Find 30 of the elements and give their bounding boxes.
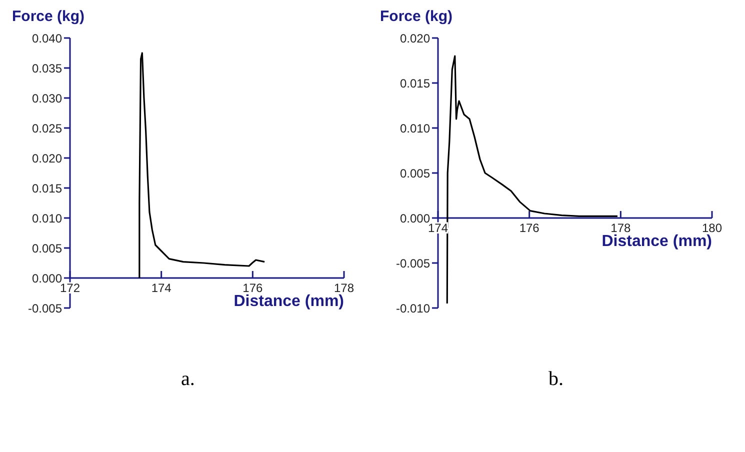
y-tick-label: -0.005 xyxy=(396,256,430,270)
text: b. xyxy=(548,368,564,391)
x-tick-label: 176 xyxy=(242,281,263,295)
x-tick-label: 174 xyxy=(151,281,172,295)
line-series xyxy=(138,52,266,279)
x-tick-label: 178 xyxy=(610,221,631,235)
y-tick-label: 0.005 xyxy=(400,166,430,180)
y-tick-label: 0.015 xyxy=(32,181,62,196)
y-tick-label: 0.010 xyxy=(32,211,62,226)
y-tick-label: -0.010 xyxy=(396,301,430,316)
x-axis-title: Distance (mm) xyxy=(602,233,712,250)
x-axis-title: Distance (mm) xyxy=(234,293,344,310)
x-tick-label: 176 xyxy=(519,221,540,235)
y-tick-label: 0.000 xyxy=(400,211,430,226)
y-axis-title: Force (kg) xyxy=(11,8,86,27)
y-tick-label: 0.020 xyxy=(32,151,62,166)
y-tick-label: 0.040 xyxy=(32,31,62,46)
x-tick-label: 180 xyxy=(702,221,722,235)
x-tick-label: 178 xyxy=(334,281,354,295)
y-axis-title: Force (kg) xyxy=(379,8,454,27)
y-tick-label: 0.035 xyxy=(32,61,62,76)
y-tick-label: 0.005 xyxy=(32,241,62,256)
y-tick-label: 0.030 xyxy=(32,91,62,106)
y-tick-label: -0.005 xyxy=(28,301,62,316)
y-tick-label: 0.015 xyxy=(400,76,430,90)
y-tick-label: 0.000 xyxy=(32,271,62,286)
y-tick-label: 0.020 xyxy=(400,31,430,46)
y-tick-label: 0.025 xyxy=(32,121,62,136)
text: a. xyxy=(180,368,196,391)
y-tick-label: 0.010 xyxy=(400,121,430,136)
